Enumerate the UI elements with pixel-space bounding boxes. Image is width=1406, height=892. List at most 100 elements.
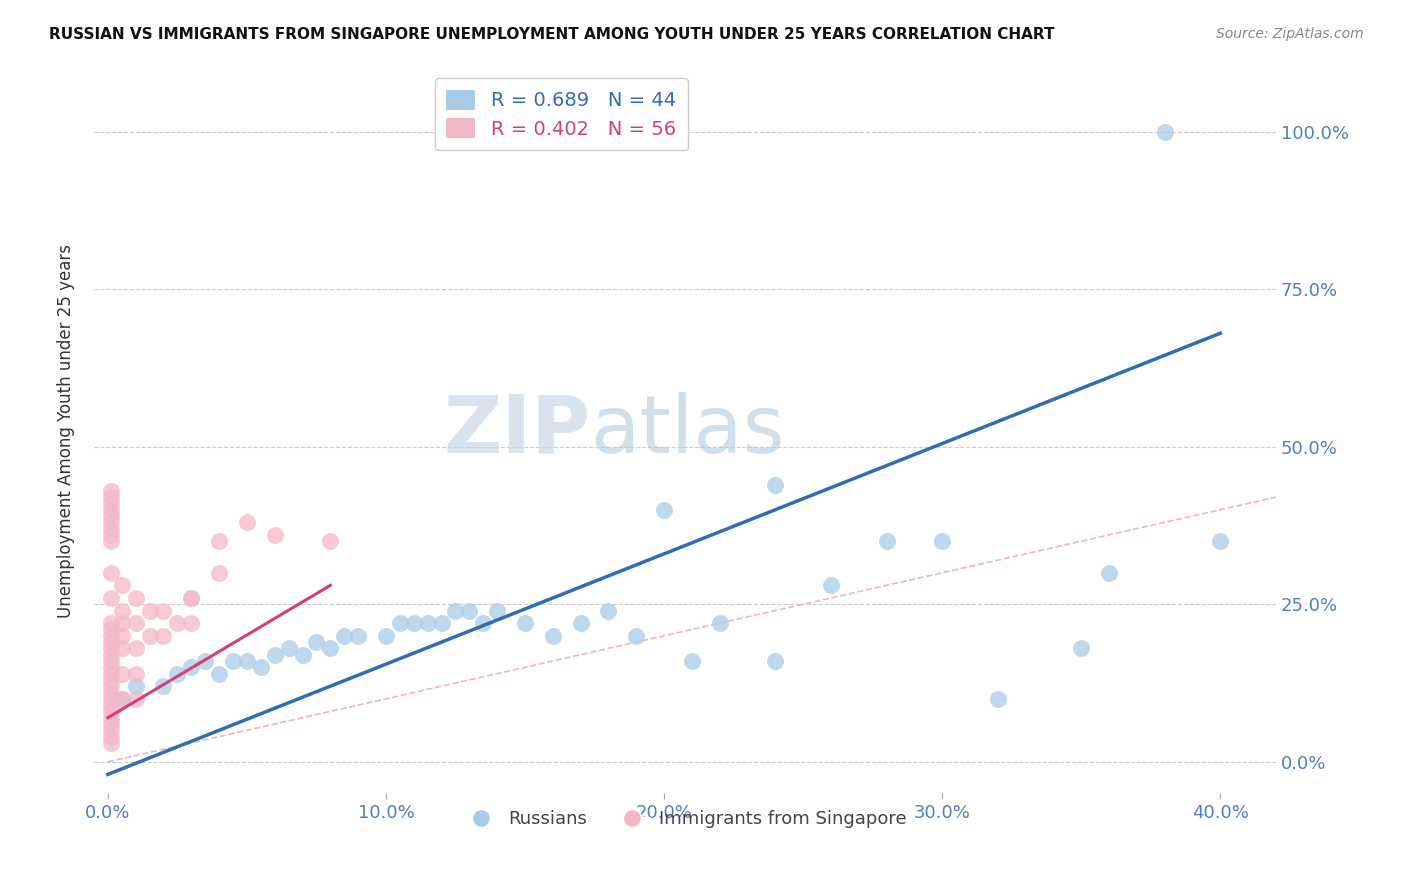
Point [569, 616, 592, 631]
Point [598, 603, 620, 617]
Point [100, 736, 122, 750]
Point [100, 502, 122, 516]
Point [124, 641, 146, 656]
Point [319, 641, 342, 656]
Point [180, 591, 202, 605]
Point [100, 660, 122, 674]
Point [1070, 641, 1092, 656]
Point [124, 616, 146, 631]
Point [100, 629, 122, 643]
Point [402, 616, 425, 631]
Point [1209, 534, 1232, 549]
Point [876, 534, 898, 549]
Point [100, 566, 122, 580]
Point [111, 616, 134, 631]
Point [194, 654, 217, 668]
Point [100, 635, 122, 649]
Point [100, 654, 122, 668]
Point [375, 629, 398, 643]
Point [333, 629, 356, 643]
Point [180, 616, 202, 631]
Point [100, 730, 122, 744]
Point [709, 616, 731, 631]
Point [111, 603, 134, 617]
Point [681, 654, 703, 668]
Point [100, 666, 122, 681]
Text: RUSSIAN VS IMMIGRANTS FROM SINGAPORE UNEMPLOYMENT AMONG YOUTH UNDER 25 YEARS COR: RUSSIAN VS IMMIGRANTS FROM SINGAPORE UNE… [49, 27, 1054, 42]
Point [1153, 124, 1175, 138]
Point [208, 534, 231, 549]
Point [277, 641, 299, 656]
Point [100, 496, 122, 510]
Point [100, 691, 122, 706]
Point [291, 648, 314, 662]
Point [180, 660, 202, 674]
Point [100, 483, 122, 498]
Point [152, 603, 174, 617]
Point [208, 666, 231, 681]
Point [152, 629, 174, 643]
Point [319, 534, 342, 549]
Point [305, 635, 328, 649]
Text: ZIP: ZIP [443, 392, 591, 470]
Point [626, 629, 648, 643]
Point [931, 534, 953, 549]
Point [100, 705, 122, 719]
Point [100, 685, 122, 699]
Point [100, 723, 122, 738]
Point [111, 578, 134, 592]
Point [100, 641, 122, 656]
Point [263, 528, 285, 542]
Point [987, 691, 1010, 706]
Point [236, 516, 259, 530]
Point [388, 616, 411, 631]
Point [430, 616, 453, 631]
Point [100, 698, 122, 712]
Point [111, 691, 134, 706]
Point [347, 629, 370, 643]
Point [100, 509, 122, 524]
Point [100, 616, 122, 631]
Legend: Russians, Immigrants from Singapore: Russians, Immigrants from Singapore [456, 803, 914, 835]
Point [541, 629, 564, 643]
Point [124, 666, 146, 681]
Point [111, 691, 134, 706]
Point [100, 591, 122, 605]
Point [100, 522, 122, 536]
Point [249, 660, 271, 674]
Point [486, 603, 509, 617]
Point [124, 591, 146, 605]
Point [444, 603, 467, 617]
Point [100, 711, 122, 725]
Point [458, 603, 481, 617]
Point [100, 673, 122, 687]
Point [111, 641, 134, 656]
Point [166, 666, 188, 681]
Point [166, 616, 188, 631]
Point [111, 666, 134, 681]
Point [263, 648, 285, 662]
Point [124, 679, 146, 693]
Point [100, 679, 122, 693]
Point [180, 591, 202, 605]
Point [236, 654, 259, 668]
Point [416, 616, 439, 631]
Point [208, 566, 231, 580]
Point [138, 629, 160, 643]
Point [100, 534, 122, 549]
Point [152, 679, 174, 693]
Point [124, 691, 146, 706]
Point [763, 477, 786, 491]
Point [222, 654, 245, 668]
Point [100, 717, 122, 731]
Point [100, 528, 122, 542]
Point [100, 516, 122, 530]
Point [1098, 566, 1121, 580]
Y-axis label: Unemployment Among Youth under 25 years: Unemployment Among Youth under 25 years [58, 244, 75, 618]
Point [472, 616, 495, 631]
Text: Source: ZipAtlas.com: Source: ZipAtlas.com [1216, 27, 1364, 41]
Text: atlas: atlas [591, 392, 785, 470]
Point [820, 578, 842, 592]
Point [513, 616, 536, 631]
Point [763, 654, 786, 668]
